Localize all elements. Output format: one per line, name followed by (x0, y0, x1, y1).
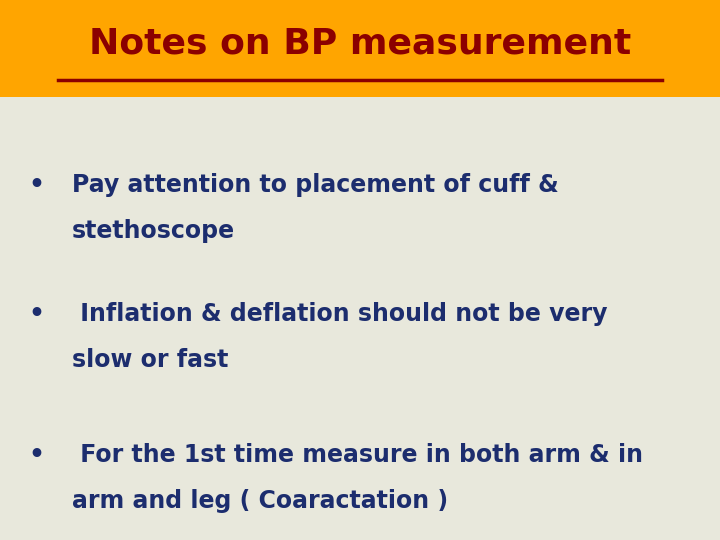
Text: slow or fast: slow or fast (72, 348, 228, 372)
Text: stethoscope: stethoscope (72, 219, 235, 242)
Text: •: • (28, 302, 44, 326)
Text: Inflation & deflation should not be very: Inflation & deflation should not be very (72, 302, 608, 326)
Text: •: • (28, 443, 44, 467)
Text: For the 1st time measure in both arm & in: For the 1st time measure in both arm & i… (72, 443, 643, 467)
Bar (0, 0, 720, 97)
Text: Notes on BP measurement: Notes on BP measurement (89, 27, 631, 60)
Bar (0, 97, 720, 540)
Text: Pay attention to placement of cuff &: Pay attention to placement of cuff & (72, 173, 559, 197)
Text: •: • (28, 173, 44, 197)
Text: arm and leg ( Coaractation ): arm and leg ( Coaractation ) (72, 489, 448, 512)
